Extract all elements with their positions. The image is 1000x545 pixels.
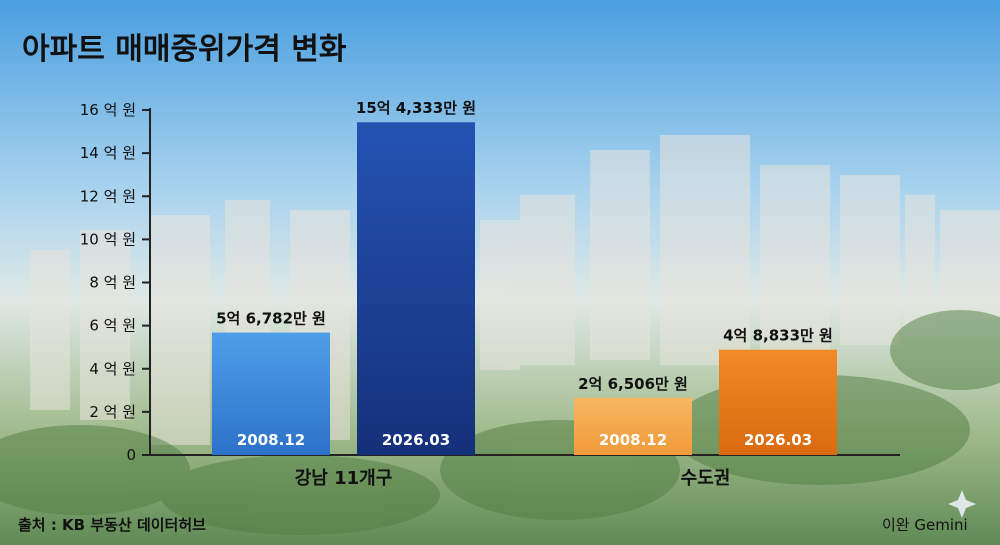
group-labels: 강남 11개구 수도권 (295, 468, 731, 489)
y-tick-label: 16 억 원 (80, 101, 136, 119)
bar-value-label: 15억 4,333만 원 (356, 99, 476, 117)
bars: 5억 6,782만 원 2008.12 15억 4,333만 원 2026.03 2억 … (212, 99, 837, 455)
sparkle-icon (948, 490, 976, 518)
bar (574, 397, 692, 455)
y-tick-label: 0 (126, 446, 136, 464)
y-tick-label: 12 억 원 (80, 187, 136, 205)
chart-title: 아파트 매매중위가격 변화 (22, 32, 347, 67)
credit: 이완 Gemini (882, 490, 976, 534)
bar (719, 349, 837, 455)
y-tick-label: 2 억 원 (89, 403, 136, 421)
bar-value-label: 5억 6,782만 원 (216, 310, 326, 328)
bar (357, 122, 475, 455)
credit-text: 이완 Gemini (882, 516, 968, 534)
y-tick-label: 8 억 원 (89, 274, 136, 292)
y-ticks: 0 2 억 원 4 억 원 6 억 원 8 억 원 10 억 원 12 억 원 14 억 원 1… (80, 101, 150, 464)
y-tick-label: 14 억 원 (80, 144, 136, 162)
y-tick-label: 4 억 원 (89, 360, 136, 378)
bar-value-label: 4억 8,833만 원 (723, 327, 833, 345)
y-tick-label: 6 억 원 (89, 317, 136, 335)
bar-period-label: 2008.12 (599, 431, 667, 449)
bar (212, 332, 330, 455)
group-label: 강남 11개구 (295, 468, 393, 489)
bar-period-label: 2008.12 (237, 431, 305, 449)
group-label: 수도권 (681, 468, 731, 489)
source-note: 출처 : KB 부동산 데이터허브 (18, 516, 206, 534)
bar-period-label: 2026.03 (382, 431, 450, 449)
bar-value-label: 2억 6,506만 원 (578, 375, 688, 393)
bar-period-label: 2026.03 (744, 431, 812, 449)
y-tick-label: 10 억 원 (80, 230, 136, 248)
